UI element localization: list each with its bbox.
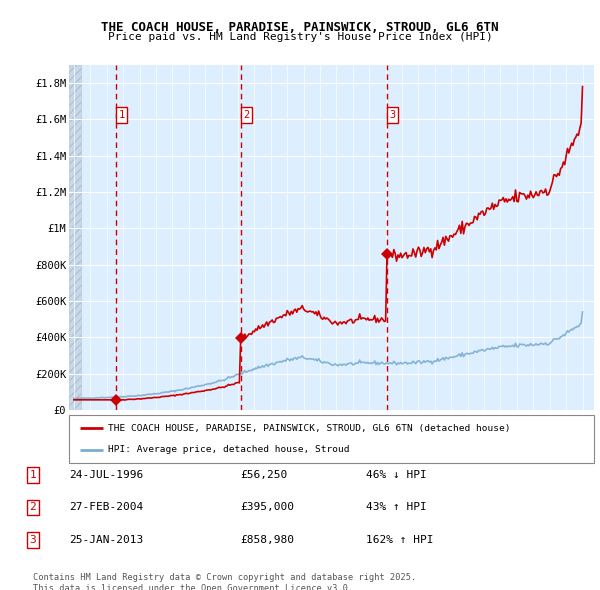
Text: 1: 1 xyxy=(29,470,37,480)
Text: 2: 2 xyxy=(29,503,37,512)
Text: THE COACH HOUSE, PARADISE, PAINSWICK, STROUD, GL6 6TN (detached house): THE COACH HOUSE, PARADISE, PAINSWICK, ST… xyxy=(109,424,511,433)
Text: Contains HM Land Registry data © Crown copyright and database right 2025.
This d: Contains HM Land Registry data © Crown c… xyxy=(33,573,416,590)
Text: 2: 2 xyxy=(243,110,250,120)
Text: 27-FEB-2004: 27-FEB-2004 xyxy=(69,503,143,512)
Text: £858,980: £858,980 xyxy=(240,535,294,545)
Text: 25-JAN-2013: 25-JAN-2013 xyxy=(69,535,143,545)
Text: HPI: Average price, detached house, Stroud: HPI: Average price, detached house, Stro… xyxy=(109,445,350,454)
Text: 24-JUL-1996: 24-JUL-1996 xyxy=(69,470,143,480)
Text: 3: 3 xyxy=(29,535,37,545)
Text: 46% ↓ HPI: 46% ↓ HPI xyxy=(366,470,427,480)
Text: £395,000: £395,000 xyxy=(240,503,294,512)
Text: THE COACH HOUSE, PARADISE, PAINSWICK, STROUD, GL6 6TN: THE COACH HOUSE, PARADISE, PAINSWICK, ST… xyxy=(101,21,499,34)
Text: 43% ↑ HPI: 43% ↑ HPI xyxy=(366,503,427,512)
Text: 162% ↑ HPI: 162% ↑ HPI xyxy=(366,535,433,545)
Text: £56,250: £56,250 xyxy=(240,470,287,480)
Text: Price paid vs. HM Land Registry's House Price Index (HPI): Price paid vs. HM Land Registry's House … xyxy=(107,32,493,42)
Text: 3: 3 xyxy=(389,110,395,120)
Bar xyxy=(69,65,81,410)
Text: 1: 1 xyxy=(118,110,125,120)
